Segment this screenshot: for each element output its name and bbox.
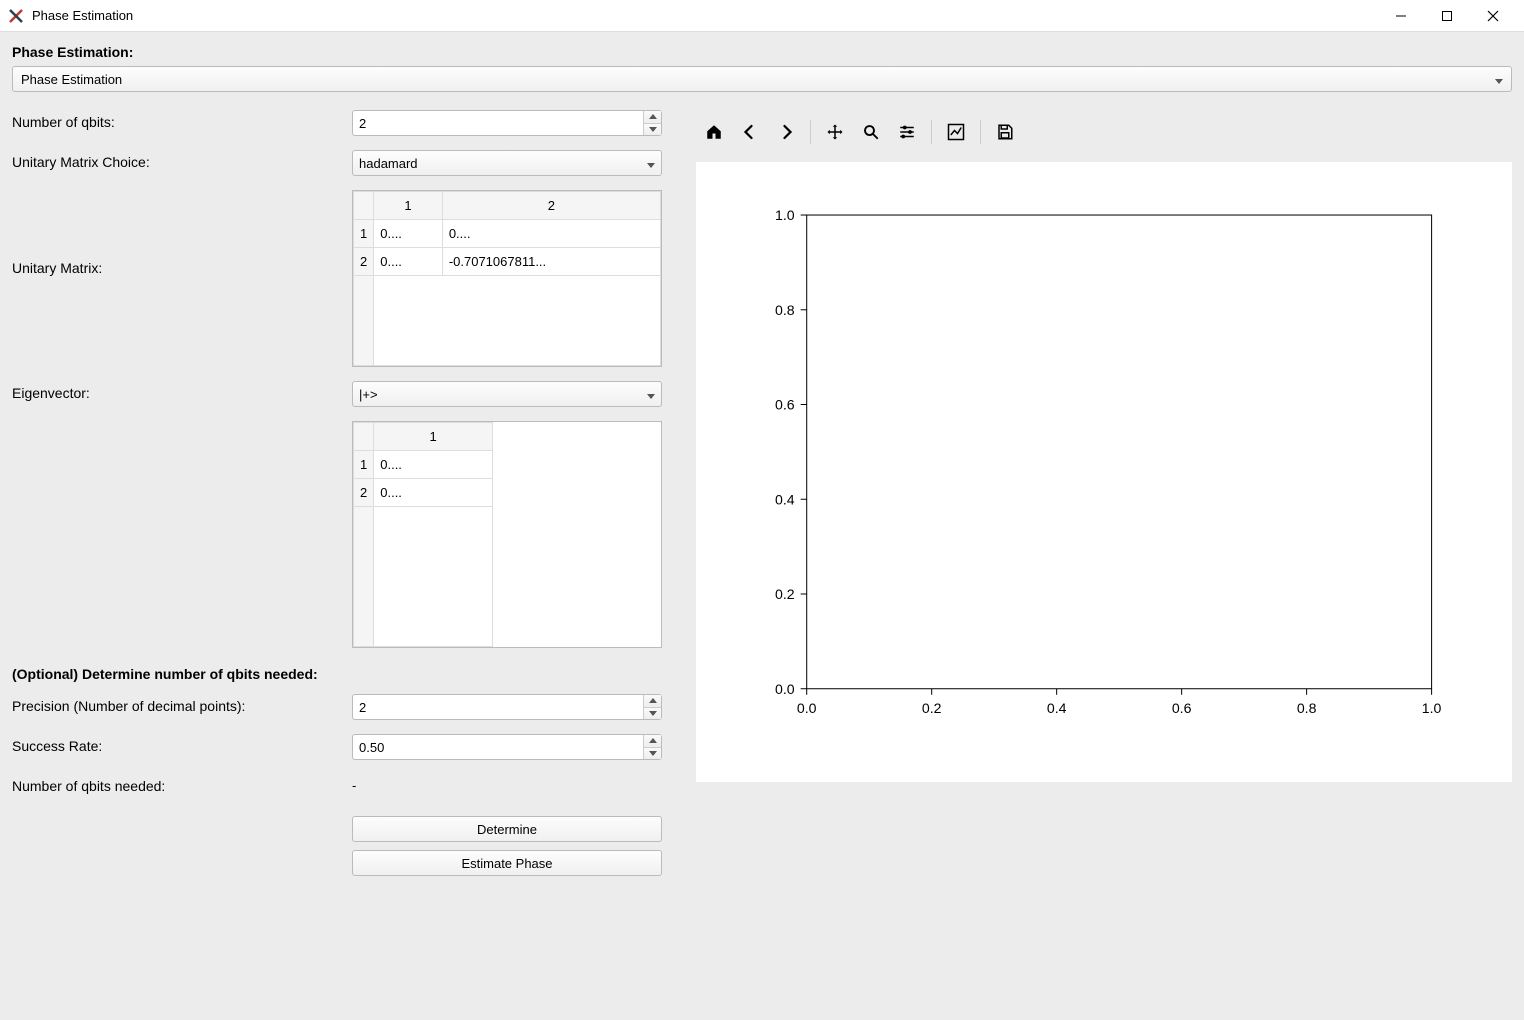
precision-label: Precision (Number of decimal points):: [12, 694, 352, 714]
move-button[interactable]: [821, 118, 849, 146]
svg-text:0.4: 0.4: [775, 491, 795, 507]
spin-up-icon[interactable]: [644, 735, 661, 748]
unitary-matrix-table[interactable]: 1210....0....20....-0.7071067811...: [352, 190, 662, 367]
window-title: Phase Estimation: [32, 8, 1378, 23]
save-button[interactable]: [991, 118, 1019, 146]
algorithm-select[interactable]: Phase Estimation: [12, 66, 1512, 92]
eigenvector-select[interactable]: |+>: [352, 381, 662, 407]
svg-text:0.2: 0.2: [775, 586, 795, 602]
success-rate-label: Success Rate:: [12, 734, 352, 754]
toolbar-separator: [810, 120, 811, 144]
svg-text:1.0: 1.0: [1422, 700, 1442, 716]
linechart-button[interactable]: [942, 118, 970, 146]
spin-down-icon[interactable]: [644, 124, 661, 136]
optional-section-label: (Optional) Determine number of qbits nee…: [12, 666, 672, 682]
section-title: Phase Estimation:: [12, 44, 1512, 60]
spin-up-icon[interactable]: [644, 111, 661, 124]
algorithm-select-value: Phase Estimation: [21, 72, 122, 87]
svg-text:0.2: 0.2: [922, 700, 942, 716]
qbits-label: Number of qbits:: [12, 110, 352, 130]
precision-input[interactable]: 2: [352, 694, 662, 720]
home-button[interactable]: [700, 118, 728, 146]
chevron-down-icon: [1495, 72, 1503, 87]
spin-down-icon[interactable]: [644, 708, 661, 720]
sliders-button[interactable]: [893, 118, 921, 146]
zoom-button[interactable]: [857, 118, 885, 146]
svg-text:0.0: 0.0: [775, 681, 795, 697]
chart-area: 0.0 0.2 0.4 0.6 0.8 1.0 0.0 0.2 0.4 0.6 0.8 1.0: [696, 162, 1512, 782]
chart-panel: 0.0 0.2 0.4 0.6 0.8 1.0 0.0 0.2 0.4 0.6 0.8 1.0: [696, 110, 1512, 884]
success-rate-value: 0.50: [359, 740, 384, 755]
svg-text:0.4: 0.4: [1047, 700, 1067, 716]
qbits-needed-value: -: [352, 778, 356, 793]
save-icon: [996, 123, 1014, 141]
chart-toolbar: [696, 110, 1512, 162]
determine-button[interactable]: Determine: [352, 816, 662, 842]
eigenvector-table[interactable]: 110....20....: [352, 421, 662, 648]
eigenvector-table-label: [12, 421, 352, 425]
svg-text:0.6: 0.6: [775, 397, 795, 413]
home-icon: [705, 123, 723, 141]
matrix-choice-label: Unitary Matrix Choice:: [12, 150, 352, 170]
back-button[interactable]: [736, 118, 764, 146]
svg-text:0.8: 0.8: [775, 302, 795, 318]
toolbar-separator: [931, 120, 932, 144]
matrix-choice-select[interactable]: hadamard: [352, 150, 662, 176]
chevron-down-icon: [647, 156, 655, 171]
titlebar: Phase Estimation: [0, 0, 1524, 32]
back-icon: [741, 123, 759, 141]
forward-button[interactable]: [772, 118, 800, 146]
svg-text:0.6: 0.6: [1172, 700, 1192, 716]
precision-value: 2: [359, 700, 366, 715]
svg-text:0.8: 0.8: [1297, 700, 1317, 716]
unitary-matrix-label: Unitary Matrix:: [12, 190, 352, 276]
close-button[interactable]: [1470, 0, 1516, 32]
zoom-icon: [862, 123, 880, 141]
maximize-button[interactable]: [1424, 0, 1470, 32]
minimize-button[interactable]: [1378, 0, 1424, 32]
svg-text:0.0: 0.0: [797, 700, 817, 716]
eigenvector-label: Eigenvector:: [12, 381, 352, 401]
estimate-phase-button-label: Estimate Phase: [461, 856, 552, 871]
sliders-icon: [898, 123, 916, 141]
qbits-needed-label: Number of qbits needed:: [12, 774, 352, 794]
spin-up-icon[interactable]: [644, 695, 661, 708]
estimate-phase-button[interactable]: Estimate Phase: [352, 850, 662, 876]
svg-text:1.0: 1.0: [775, 207, 795, 223]
qbits-value: 2: [359, 116, 366, 131]
app-icon: [8, 8, 24, 24]
forward-icon: [777, 123, 795, 141]
linechart-icon: [947, 123, 965, 141]
chevron-down-icon: [647, 387, 655, 402]
qbits-input[interactable]: 2: [352, 110, 662, 136]
chart-svg: 0.0 0.2 0.4 0.6 0.8 1.0 0.0 0.2 0.4 0.6 0.8 1.0: [716, 182, 1482, 752]
determine-button-label: Determine: [477, 822, 537, 837]
form-panel: Number of qbits: 2 Unitary Matrix Choice…: [12, 110, 672, 884]
spin-down-icon[interactable]: [644, 748, 661, 760]
move-icon: [826, 123, 844, 141]
eigenvector-value: |+>: [359, 387, 378, 402]
matrix-choice-value: hadamard: [359, 156, 418, 171]
toolbar-separator: [980, 120, 981, 144]
success-rate-input[interactable]: 0.50: [352, 734, 662, 760]
